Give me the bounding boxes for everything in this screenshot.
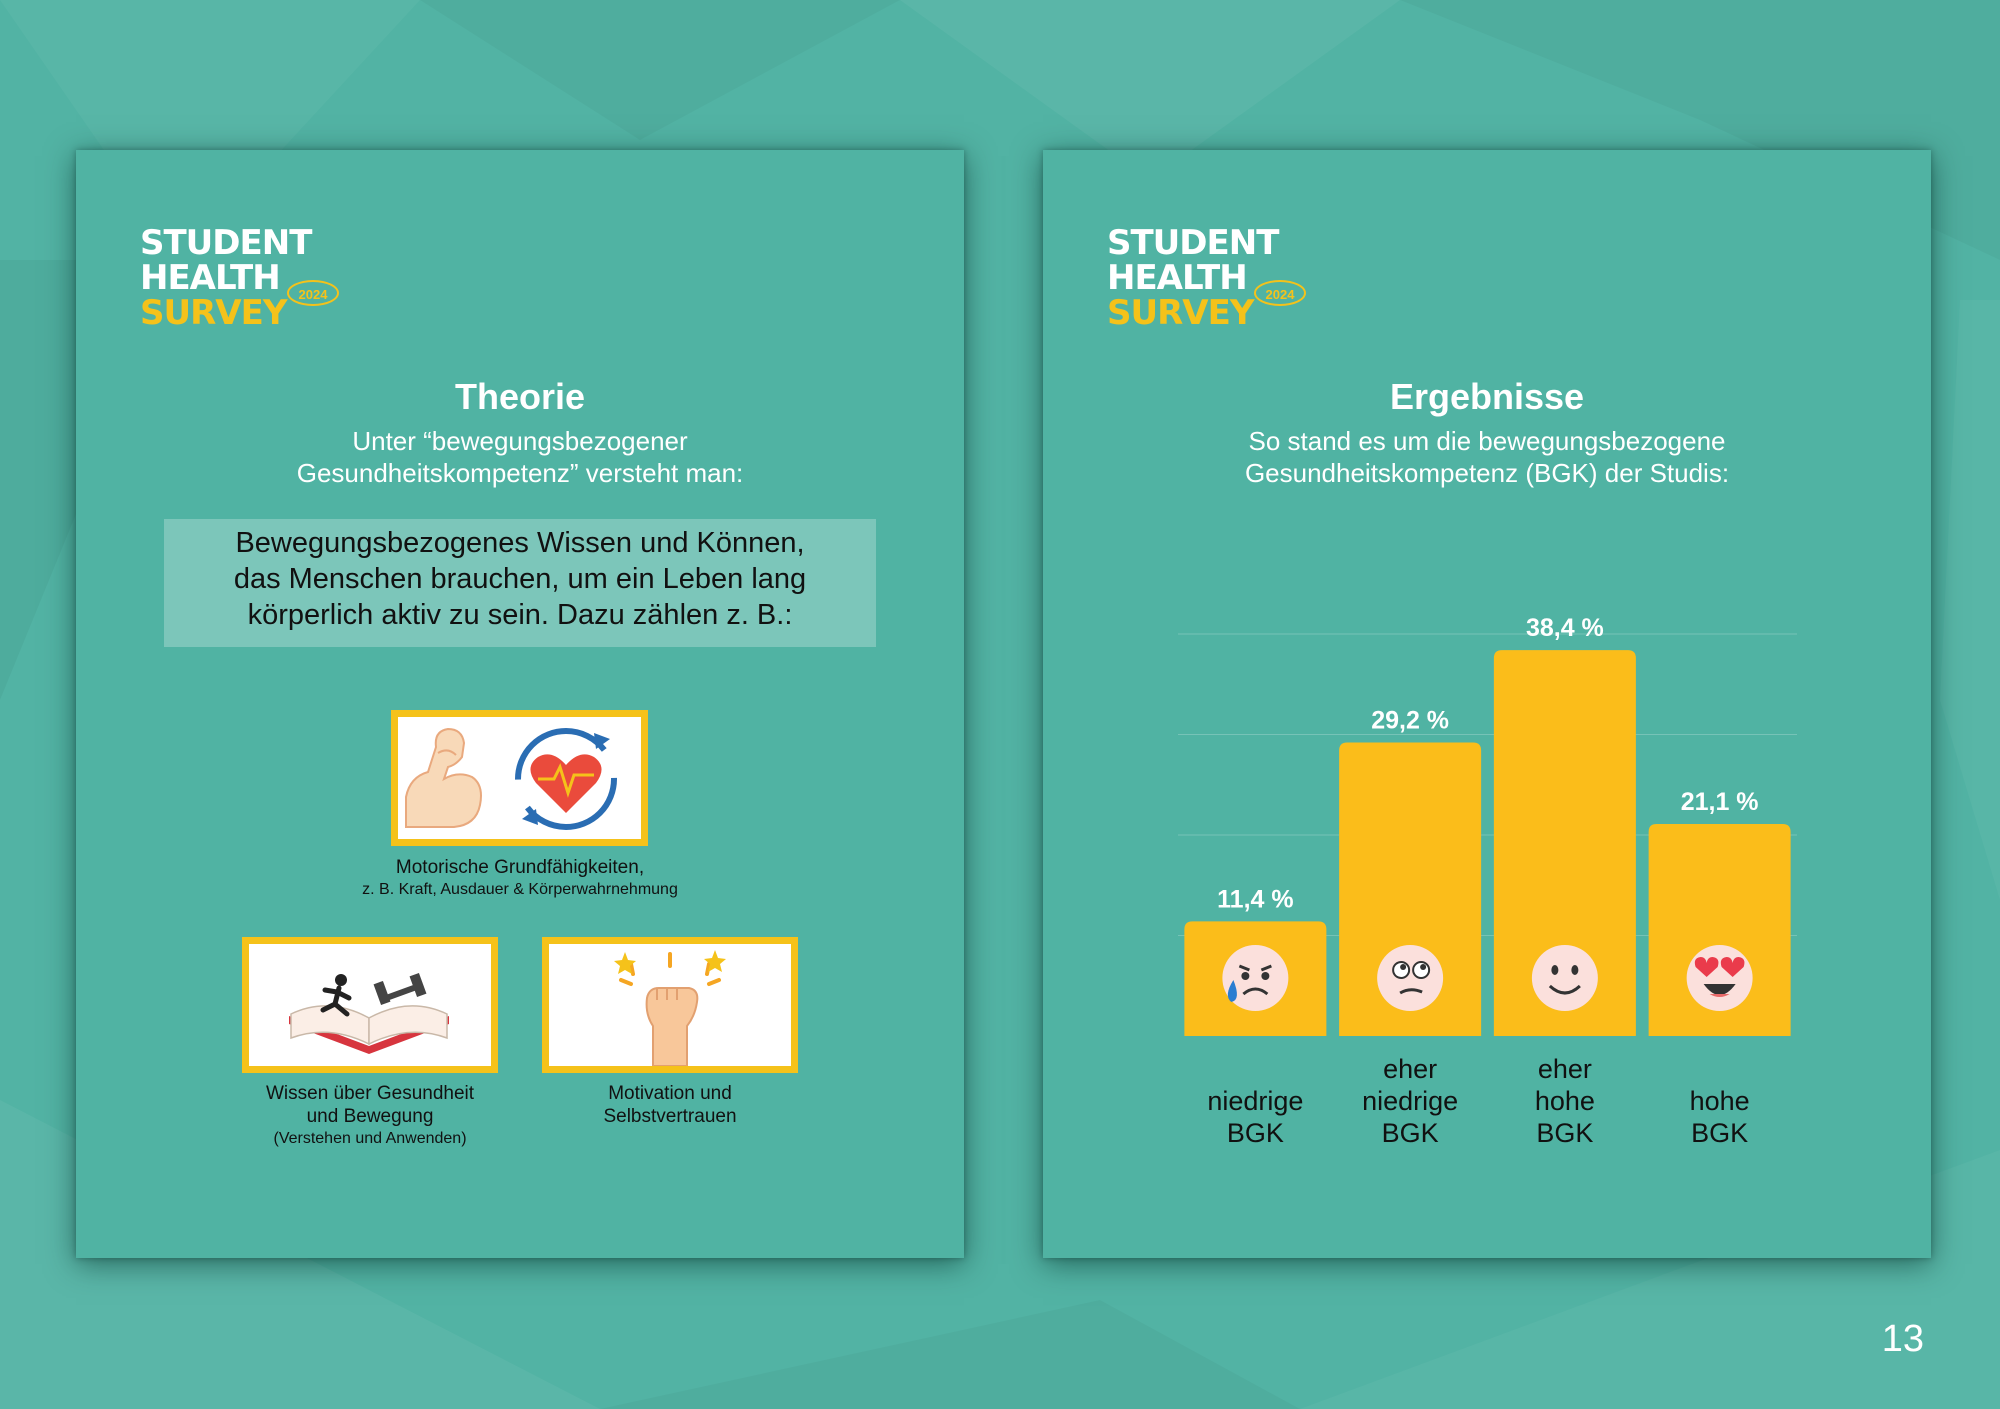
motivation-image [542,937,798,1073]
motor-skills-detail: z. B. Kraft, Ausdauer & Körperwahrnehmun… [362,881,678,898]
bar [1648,823,1791,1036]
bar-value-label: 21,1 % [1681,788,1759,816]
logo-line-health: HEALTH [1107,258,1248,298]
category-label: eher [1538,1054,1592,1084]
knowledge-detail: (Verstehen und Anwenden) [273,1130,467,1147]
motivation-caption: Motivation und Selbstvertrauen [492,1082,848,1128]
category-label: BGK [1227,1118,1284,1148]
logo-line-student: STUDENT [1107,223,1279,263]
logo-year-badge: 2024 [287,280,339,306]
logo-line-survey: SURVEY [140,293,287,333]
bar [1339,742,1482,1036]
logo-line-survey: SURVEY [1107,293,1254,333]
category-label: niedrige [1207,1086,1303,1116]
results-subtitle-line: So stand es um die bewegungsbezogene [1248,426,1726,456]
bar-value-label: 11,4 % [1217,885,1293,913]
theory-title: Theorie [454,376,586,417]
confused-face-icon [1377,945,1444,1011]
theory-subtitle: Unter “bewegungsbezogener Gesundheitskom… [76,425,964,489]
motor-skills-image [391,710,648,846]
results-title: Ergebnisse [1389,376,1585,417]
results-panel: STUDENT HEALTH SURVEY 2024 Ergebnisse So… [1043,150,1931,1258]
knowledge-image [242,937,498,1073]
theory-subtitle-line: Gesundheitskompetenz” versteht man: [296,458,744,488]
theory-subtitle-line: Unter “bewegungsbezogener [352,426,688,456]
category-label: niedrige [1362,1086,1458,1116]
category-label: BGK [1691,1118,1748,1148]
category-label: eher [1383,1054,1437,1084]
results-subtitle-line: Gesundheitskompetenz (BGK) der Studis: [1244,458,1730,488]
definition-line: das Menschen brauchen, um ein Leben lang [233,563,807,595]
logo-line-student: STUDENT [140,223,312,263]
page-number: 13 [1881,1318,1924,1360]
heart-eyes-face-icon [1686,945,1753,1011]
raised-fist-icon [614,950,726,1066]
category-label: BGK [1536,1118,1593,1148]
definition-box: Bewegungsbezogenes Wissen und Können, da… [164,519,876,647]
category-label: hohe [1690,1086,1750,1116]
motor-skills-caption: Motorische Grundfähigkeiten, z. B. Kraft… [276,856,764,901]
bar [1493,650,1636,1036]
muscle-heart-icon [405,727,617,830]
motor-skills-title: Motorische Grundfähigkeiten, [395,857,645,878]
knowledge-title-2: und Bewegung [306,1106,434,1127]
logo-line-health: HEALTH [140,258,281,298]
bar-value-label: 38,4 % [1526,614,1604,642]
results-subtitle: So stand es um die bewegungsbezogene Ges… [1043,425,1931,489]
knowledge-caption: Wissen über Gesundheit und Bewegung (Ver… [192,1082,548,1150]
survey-logo: STUDENT HEALTH SURVEY 2024 [1107,223,1306,333]
definition-line: körperlich aktiv zu sein. Dazu zählen z.… [247,599,793,631]
sad-tear-face-icon [1222,945,1289,1011]
smiling-face-icon [1531,945,1598,1011]
survey-logo: STUDENT HEALTH SURVEY 2024 [140,223,339,333]
logo-year-badge: 2024 [1254,280,1306,306]
motivation-title: Motivation und [608,1083,732,1104]
category-label: hohe [1535,1086,1595,1116]
motivation-title-2: Selbstvertrauen [603,1106,737,1127]
definition-line: Bewegungsbezogenes Wissen und Können, [235,527,805,559]
knowledge-title: Wissen über Gesundheit [265,1083,475,1104]
theory-panel: STUDENT HEALTH SURVEY 2024 Theorie Unter… [76,150,964,1258]
category-label: BGK [1382,1118,1439,1148]
book-fitness-icon [289,972,449,1054]
definition-text: Bewegungsbezogenes Wissen und Können, da… [164,525,876,633]
bar-value-label: 29,2 % [1371,707,1449,735]
